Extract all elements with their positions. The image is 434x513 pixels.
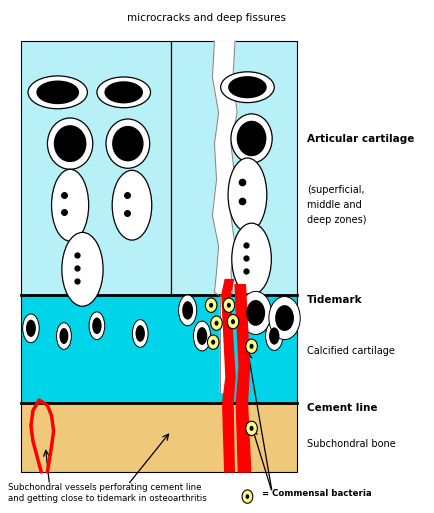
Text: Subchondral vessels perforating cement line
and getting close to tidemark in ost: Subchondral vessels perforating cement l… <box>8 483 207 503</box>
Ellipse shape <box>228 76 267 98</box>
Circle shape <box>242 490 253 503</box>
Ellipse shape <box>92 318 102 334</box>
Circle shape <box>250 426 253 431</box>
Ellipse shape <box>89 312 105 340</box>
Ellipse shape <box>23 314 39 343</box>
Text: (superficial,
middle and
deep zones): (superficial, middle and deep zones) <box>307 185 367 225</box>
Ellipse shape <box>182 301 193 320</box>
Ellipse shape <box>269 327 279 345</box>
Polygon shape <box>212 41 237 295</box>
Ellipse shape <box>47 118 93 169</box>
Circle shape <box>246 421 257 436</box>
Ellipse shape <box>28 76 87 109</box>
Ellipse shape <box>105 81 143 104</box>
Circle shape <box>231 319 235 324</box>
Ellipse shape <box>228 158 267 232</box>
Ellipse shape <box>36 81 79 104</box>
Ellipse shape <box>56 323 71 349</box>
Circle shape <box>211 316 222 330</box>
Bar <box>21 41 171 295</box>
Text: = Commensal bacteria: = Commensal bacteria <box>262 489 372 498</box>
Text: Tidemark: Tidemark <box>307 295 363 305</box>
Text: Calcified cartilage: Calcified cartilage <box>307 346 395 357</box>
Ellipse shape <box>240 291 271 334</box>
Circle shape <box>227 314 239 329</box>
Ellipse shape <box>197 327 207 345</box>
Ellipse shape <box>275 305 294 331</box>
Circle shape <box>227 303 231 308</box>
Ellipse shape <box>112 126 144 162</box>
Ellipse shape <box>26 320 36 337</box>
Ellipse shape <box>194 321 211 351</box>
Circle shape <box>211 340 215 345</box>
Ellipse shape <box>237 121 266 156</box>
Circle shape <box>214 321 219 326</box>
Bar <box>21 295 297 403</box>
Ellipse shape <box>246 300 265 326</box>
Ellipse shape <box>52 169 89 241</box>
Ellipse shape <box>266 322 283 350</box>
Circle shape <box>223 298 235 312</box>
Ellipse shape <box>106 119 150 168</box>
Ellipse shape <box>231 114 272 163</box>
Circle shape <box>250 344 253 349</box>
Ellipse shape <box>54 125 86 162</box>
Ellipse shape <box>178 295 197 326</box>
Bar <box>21 403 297 472</box>
Ellipse shape <box>220 72 274 103</box>
Polygon shape <box>222 280 235 472</box>
Polygon shape <box>220 295 230 392</box>
Ellipse shape <box>62 232 103 306</box>
Circle shape <box>207 335 219 349</box>
Ellipse shape <box>112 170 152 240</box>
Circle shape <box>205 298 217 312</box>
Text: Subchondral bone: Subchondral bone <box>307 439 396 449</box>
Text: Articular cartilage: Articular cartilage <box>307 133 414 144</box>
Ellipse shape <box>132 320 148 347</box>
Circle shape <box>209 303 213 308</box>
Text: Cement line: Cement line <box>307 403 378 413</box>
Circle shape <box>246 494 249 499</box>
Ellipse shape <box>269 297 300 340</box>
Bar <box>171 41 297 295</box>
Polygon shape <box>235 285 251 472</box>
Text: microcracks and deep fissures: microcracks and deep fissures <box>127 13 286 23</box>
Ellipse shape <box>59 328 69 344</box>
Ellipse shape <box>97 77 151 108</box>
Circle shape <box>246 339 257 353</box>
Ellipse shape <box>135 325 145 342</box>
Ellipse shape <box>232 223 271 295</box>
